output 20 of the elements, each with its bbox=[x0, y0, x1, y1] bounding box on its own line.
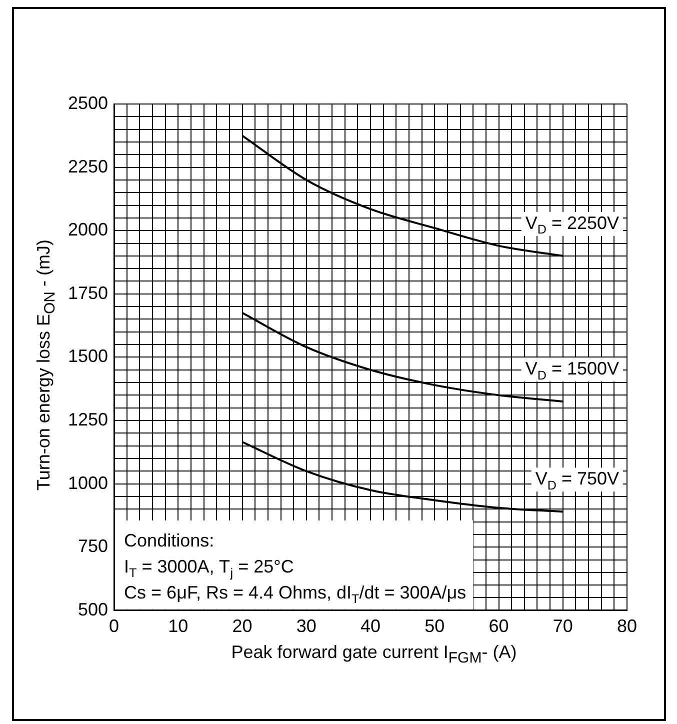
x-tick-label: 70 bbox=[552, 616, 573, 636]
y-tick-label: 1750 bbox=[68, 282, 108, 303]
x-tick-label: 30 bbox=[296, 616, 316, 636]
y-tick-label: 1000 bbox=[68, 472, 108, 493]
y-tick-label: 750 bbox=[78, 536, 108, 556]
x-tick-label: 0 bbox=[109, 616, 120, 636]
y-tick-label: 500 bbox=[78, 599, 108, 620]
x-tick-label: 40 bbox=[360, 616, 381, 636]
annotation: Conditions: bbox=[124, 530, 214, 550]
y-tick-label: 2500 bbox=[68, 92, 108, 113]
x-tick-label: 60 bbox=[488, 616, 509, 636]
y-tick-label: 2250 bbox=[68, 156, 108, 176]
x-tick-label: 80 bbox=[616, 616, 638, 636]
x-tick-label: 50 bbox=[424, 616, 445, 636]
x-axis-title: Peak forward gate current I$_{FGM}$- (A) bbox=[230, 642, 518, 667]
x-tick-label: 10 bbox=[168, 616, 188, 636]
y-tick-label: 1500 bbox=[68, 346, 108, 366]
y-tick-label: 2000 bbox=[68, 220, 108, 240]
x-tick-label: 20 bbox=[232, 616, 252, 636]
y-tick-label: 1250 bbox=[68, 409, 108, 430]
